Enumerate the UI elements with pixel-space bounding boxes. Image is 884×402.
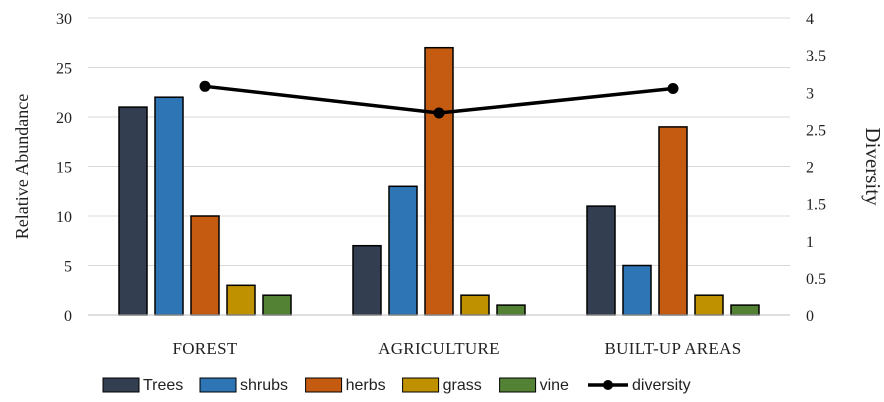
bar-vine (730, 304, 760, 316)
y-tick-label: 5 (64, 259, 72, 276)
bar-grass (460, 294, 490, 316)
bar-herbs (424, 46, 454, 316)
legend-swatch-shrubs (199, 377, 237, 393)
legend-label: vine (540, 377, 569, 394)
diversity-point (667, 83, 679, 95)
diversity-line (199, 80, 679, 119)
bar-vine (496, 304, 526, 316)
legend-marker (603, 380, 613, 390)
bar-herbs (658, 126, 688, 316)
bar-shrubs (154, 96, 184, 316)
legend-swatch-trees (102, 377, 140, 393)
y-tick-label: 20 (56, 110, 72, 127)
bar-vine (262, 294, 292, 316)
legend-swatch-grass (402, 377, 440, 393)
legend-label: diversity (632, 377, 691, 394)
x-category-label: BUILT-UP AREAS (605, 339, 742, 358)
bar-shrubs (622, 264, 652, 316)
y2-tick-label: 3.5 (806, 48, 826, 65)
bar-herbs (190, 215, 220, 316)
legend-label: Trees (143, 377, 183, 394)
bar-shrubs (388, 185, 418, 316)
y2-tick-label: 2 (806, 160, 814, 177)
bar-trees (586, 205, 616, 316)
y-tick-label: 0 (64, 308, 72, 325)
y2-axis-title: Diversity (861, 127, 884, 206)
bar-trees (118, 106, 148, 316)
y-tick-label: 25 (56, 61, 72, 78)
y2-tick-label: 1 (806, 234, 814, 251)
y2-tick-label: 0.5 (806, 271, 826, 288)
y-tick-label: 10 (56, 209, 72, 226)
y2-tick-label: 2.5 (806, 122, 826, 139)
bar-grass (694, 294, 724, 316)
y-tick-label: 30 (56, 11, 72, 28)
axes: 0 5 10 15 20 25 30 0 0.5 1 1.5 2 2.5 3 3.5 4 FOREST AGRIC… (56, 11, 826, 358)
legend-label: herbs (346, 377, 386, 394)
x-category-label: FOREST (172, 339, 237, 358)
x-category-label: AGRICULTURE (378, 339, 500, 358)
legend-label: grass (443, 377, 482, 394)
legend-swatch-vine (499, 377, 537, 393)
legend-swatch-herbs (305, 377, 343, 393)
y-axis-title: Relative Abundance (12, 94, 32, 239)
y2-tick-label: 3 (806, 85, 814, 102)
legend-label: shrubs (240, 377, 288, 394)
legend: Trees shrubs herbs grass vine diversity (102, 377, 691, 394)
diversity-point (433, 107, 445, 119)
bar-grass (226, 284, 256, 316)
y2-tick-label: 1.5 (806, 197, 826, 214)
y-tick-label: 15 (56, 160, 72, 177)
y2-tick-label: 0 (806, 308, 814, 325)
y2-tick-label: 4 (806, 11, 814, 28)
diversity-point (199, 80, 211, 92)
bar-trees (352, 244, 382, 316)
